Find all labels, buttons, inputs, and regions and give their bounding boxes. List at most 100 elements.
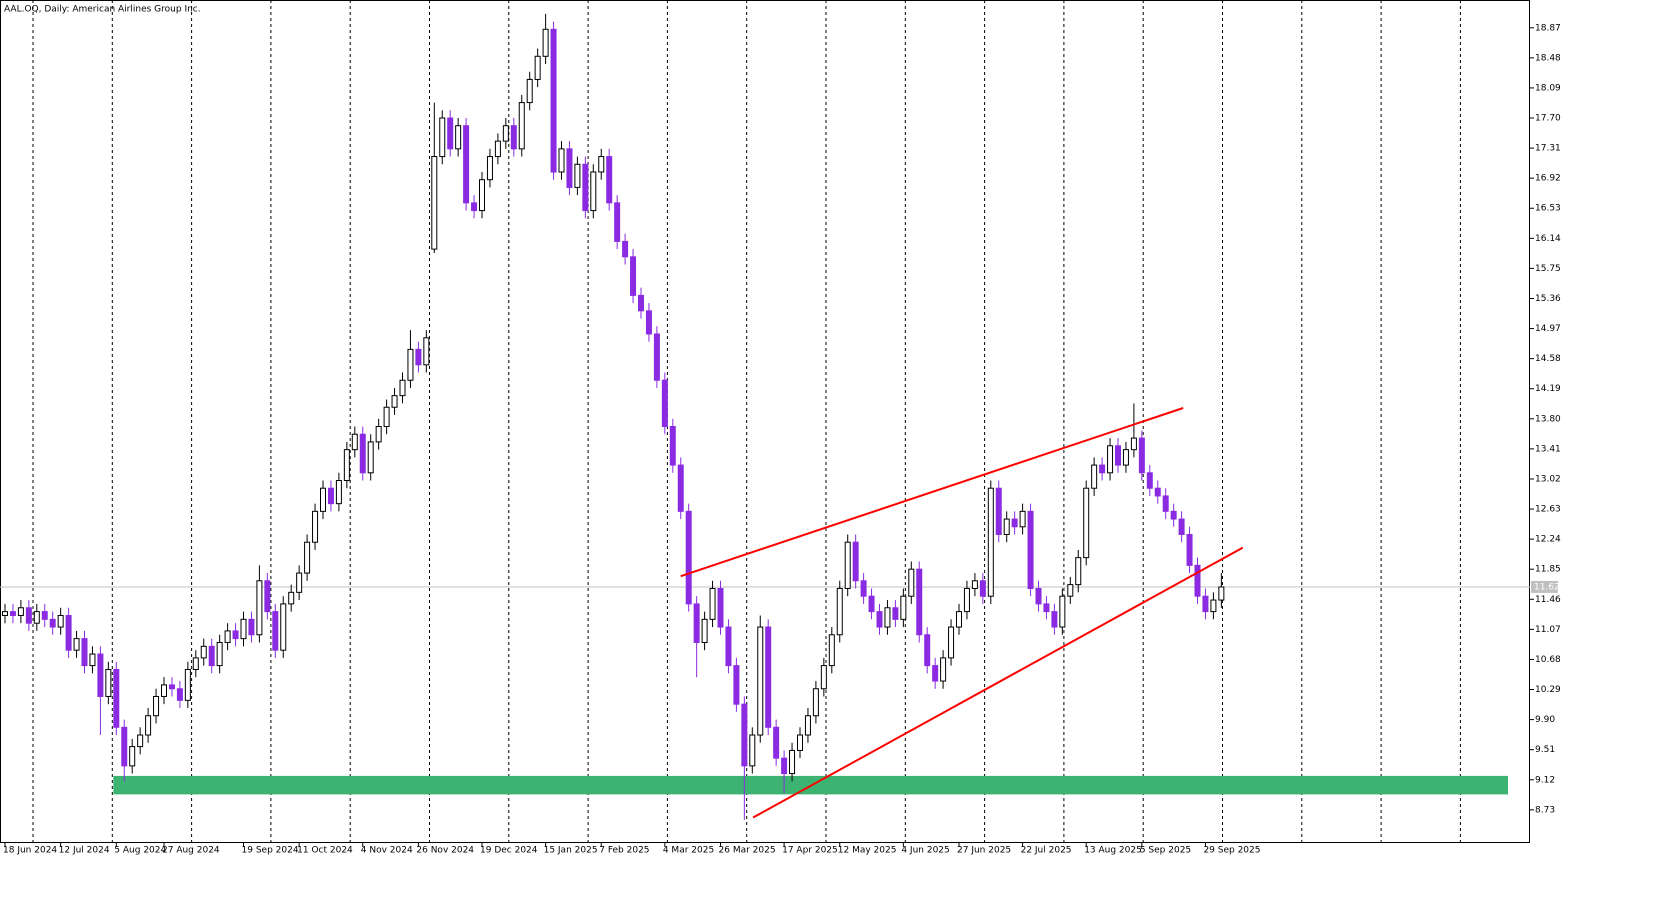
candle-body	[590, 171, 597, 212]
y-tick-label: 14.19	[1535, 384, 1561, 394]
candle-body	[757, 626, 764, 736]
candle-body	[566, 148, 573, 188]
candle-body	[312, 510, 319, 543]
y-tick-label: 18.87	[1535, 23, 1561, 33]
candle-body	[343, 449, 350, 482]
candle-body	[121, 726, 128, 767]
candle-body	[1146, 472, 1153, 489]
y-tick-label: 17.70	[1535, 114, 1561, 124]
candle-body	[455, 125, 462, 150]
candle-body	[868, 595, 875, 613]
candle-body	[423, 337, 430, 366]
candle-body	[979, 580, 986, 597]
candle-body	[240, 618, 247, 640]
candle-body	[995, 487, 1002, 535]
candle-body	[335, 480, 342, 505]
chart-title: AAL.OQ, Daily: American Airlines Group I…	[4, 5, 201, 15]
x-tick-label: 12 May 2025	[838, 846, 897, 856]
candle-body	[1011, 518, 1018, 528]
candle-body	[224, 630, 231, 643]
candle-body	[1075, 557, 1082, 586]
candle-body	[502, 125, 509, 142]
x-tick-label: 4 Nov 2024	[361, 846, 413, 856]
y-tick-label: 18.09	[1535, 83, 1561, 93]
x-tick-label: 27 Aug 2024	[162, 846, 220, 856]
candle-body	[399, 379, 406, 397]
y-tick-label: 10.68	[1535, 655, 1561, 665]
candle-body	[876, 611, 883, 628]
candle-body	[820, 665, 827, 690]
candle-body	[73, 638, 80, 651]
x-tick-label: 15 Jan 2025	[544, 846, 598, 856]
candle-body	[852, 541, 859, 582]
candle-body	[407, 348, 414, 381]
candle-body	[351, 433, 358, 451]
candle-body	[248, 618, 255, 636]
candle-body	[916, 568, 923, 636]
candle-body	[208, 645, 215, 667]
candle-body	[1099, 464, 1106, 474]
candle-body	[542, 28, 549, 57]
candle-body	[940, 657, 947, 682]
x-tick-label: 17 Apr 2025	[782, 846, 838, 856]
candle-body	[129, 746, 136, 767]
candle-body	[33, 611, 40, 624]
y-tick-label: 13.02	[1535, 474, 1561, 484]
candle-body	[447, 117, 454, 150]
candle-body	[900, 595, 907, 620]
y-tick-label: 14.97	[1535, 324, 1561, 334]
candle-body	[1162, 495, 1169, 512]
candle-body	[526, 78, 533, 104]
trendline	[752, 546, 1244, 819]
candle-body	[463, 125, 470, 204]
candle-body	[836, 587, 843, 636]
candle-body	[1170, 510, 1177, 520]
x-tick-label: 18 Jun 2024	[3, 846, 57, 856]
candle-body	[638, 294, 644, 312]
candle-body	[2, 611, 8, 616]
candle-body	[57, 614, 64, 628]
candle-body	[661, 379, 668, 428]
candle-body	[749, 734, 756, 767]
x-tick-label: 11 Oct 2024	[297, 846, 353, 856]
candle-body	[367, 441, 374, 474]
candle-body	[1067, 584, 1074, 597]
candle-body	[383, 406, 390, 428]
candle-body	[534, 55, 541, 80]
candle-body	[884, 607, 891, 628]
candle-body	[1154, 487, 1161, 497]
candle-body	[304, 541, 311, 574]
candle-body	[765, 626, 772, 728]
candle-body	[1202, 595, 1209, 613]
candle-body	[105, 668, 112, 697]
candle-body	[709, 587, 716, 620]
candle-body	[701, 618, 708, 643]
candle-body	[630, 256, 637, 296]
candle-body	[908, 568, 915, 597]
last-price-label: 11.62	[1534, 582, 1560, 592]
x-tick-label: 26 Mar 2025	[719, 846, 776, 856]
candle-body	[9, 611, 16, 616]
candle-body	[948, 626, 955, 659]
candle-body	[606, 156, 613, 204]
y-tick-label: 15.36	[1535, 294, 1561, 304]
candle-body	[892, 607, 899, 620]
candle-body	[1083, 487, 1090, 559]
candle-body	[844, 541, 851, 589]
candle-body	[415, 348, 422, 366]
candle-body	[963, 587, 970, 613]
candle-body	[1003, 518, 1010, 535]
candle-body	[1059, 595, 1066, 628]
candle-body	[264, 580, 271, 613]
candle-body	[320, 487, 326, 512]
candle-body	[1138, 437, 1145, 474]
candle-body	[1051, 611, 1058, 628]
candle-body	[987, 487, 994, 597]
candle-body	[812, 688, 819, 717]
candle-body	[327, 487, 334, 505]
y-tick-label: 10.29	[1535, 685, 1561, 695]
candle-body	[113, 668, 120, 728]
candle-body	[693, 603, 700, 643]
candle-body	[1115, 445, 1121, 466]
candle-body	[510, 125, 517, 150]
